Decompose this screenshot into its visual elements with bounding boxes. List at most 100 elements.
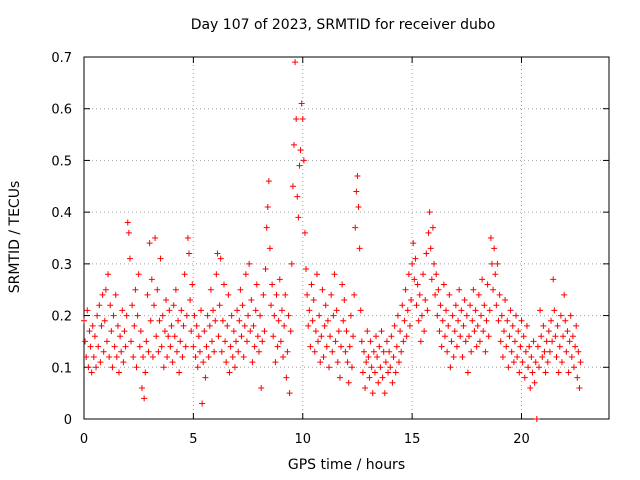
data-point <box>133 364 140 371</box>
y-tick-label: 0.7 <box>51 51 72 66</box>
data-point <box>152 235 159 241</box>
data-point <box>343 328 350 335</box>
data-point <box>389 379 396 386</box>
data-point <box>191 312 198 319</box>
data-point <box>475 291 482 298</box>
data-point <box>210 307 217 314</box>
data-point <box>573 322 580 329</box>
data-point <box>562 317 569 324</box>
data-point <box>309 317 316 324</box>
data-point <box>247 328 254 335</box>
data-point <box>459 353 466 360</box>
data-point <box>420 271 427 278</box>
data-point <box>196 348 203 355</box>
data-point <box>469 317 476 324</box>
data-point <box>516 369 523 376</box>
data-point <box>321 322 328 329</box>
y-tick-label: 0.2 <box>51 310 72 325</box>
data-point <box>151 302 157 309</box>
data-point <box>470 286 477 293</box>
data-point <box>252 307 259 314</box>
data-point <box>393 343 400 350</box>
data-point <box>443 307 450 314</box>
data-point <box>123 312 130 319</box>
data-point <box>356 245 363 252</box>
data-point <box>336 374 343 381</box>
data-point <box>253 281 260 288</box>
data-point <box>153 333 160 340</box>
data-point <box>346 343 353 350</box>
data-point <box>548 317 555 324</box>
data-point <box>108 328 115 335</box>
data-point <box>289 183 296 190</box>
data-point <box>474 322 481 329</box>
data-point <box>328 291 335 298</box>
data-point <box>403 333 410 340</box>
data-point <box>572 343 579 350</box>
data-point <box>272 359 279 366</box>
data-point <box>499 353 506 360</box>
data-point <box>262 266 269 273</box>
y-tick-label: 0.4 <box>51 206 72 221</box>
data-point <box>278 307 285 314</box>
y-tick-label: 0.6 <box>51 103 72 118</box>
data-point <box>320 353 327 360</box>
data-point <box>362 384 369 391</box>
data-point <box>345 379 352 386</box>
data-point <box>436 328 443 335</box>
data-point <box>348 364 355 371</box>
data-point <box>211 348 218 355</box>
data-point <box>203 343 210 350</box>
data-point <box>533 416 540 422</box>
data-point <box>160 364 167 371</box>
data-point <box>99 291 106 298</box>
data-point <box>514 353 521 360</box>
data-point <box>481 302 488 309</box>
data-point <box>539 353 546 360</box>
axes: 0 0.1 0.2 0.3 0.4 0.5 0.6 0.7 0 5 10 15 20 <box>51 51 610 447</box>
data-point <box>282 291 289 298</box>
data-point <box>85 364 92 371</box>
data-point <box>205 353 212 360</box>
data-point <box>225 291 232 298</box>
data-point <box>511 338 518 345</box>
data-point <box>193 322 200 329</box>
data-point <box>239 302 246 309</box>
data-point <box>95 343 102 350</box>
data-point <box>118 348 125 355</box>
data-point <box>155 348 162 355</box>
data-point <box>498 312 505 319</box>
data-point <box>487 235 494 241</box>
data-point <box>87 343 94 350</box>
data-point <box>308 281 315 288</box>
data-point <box>344 359 351 366</box>
data-point <box>510 359 517 366</box>
data-point <box>271 312 278 319</box>
data-point <box>544 359 551 366</box>
data-point <box>81 317 87 324</box>
data-point <box>390 353 397 360</box>
data-point <box>428 276 435 283</box>
data-point <box>228 312 235 319</box>
data-point <box>249 359 256 366</box>
data-point <box>450 353 457 360</box>
data-point <box>261 328 268 335</box>
data-point <box>170 302 177 309</box>
data-point <box>182 343 189 350</box>
data-point <box>89 322 96 329</box>
data-point <box>382 359 389 366</box>
data-point <box>576 384 583 391</box>
data-point <box>563 348 570 355</box>
data-point <box>315 338 322 345</box>
data-point <box>137 328 144 335</box>
data-point <box>178 307 185 314</box>
data-point <box>363 359 370 366</box>
data-point <box>257 312 264 319</box>
data-point <box>265 178 272 185</box>
data-point <box>566 338 573 345</box>
data-point <box>406 322 413 329</box>
x-axis-label: GPS time / hours <box>287 457 406 473</box>
data-point <box>560 333 567 340</box>
data-point <box>254 333 261 340</box>
data-point <box>471 328 478 335</box>
